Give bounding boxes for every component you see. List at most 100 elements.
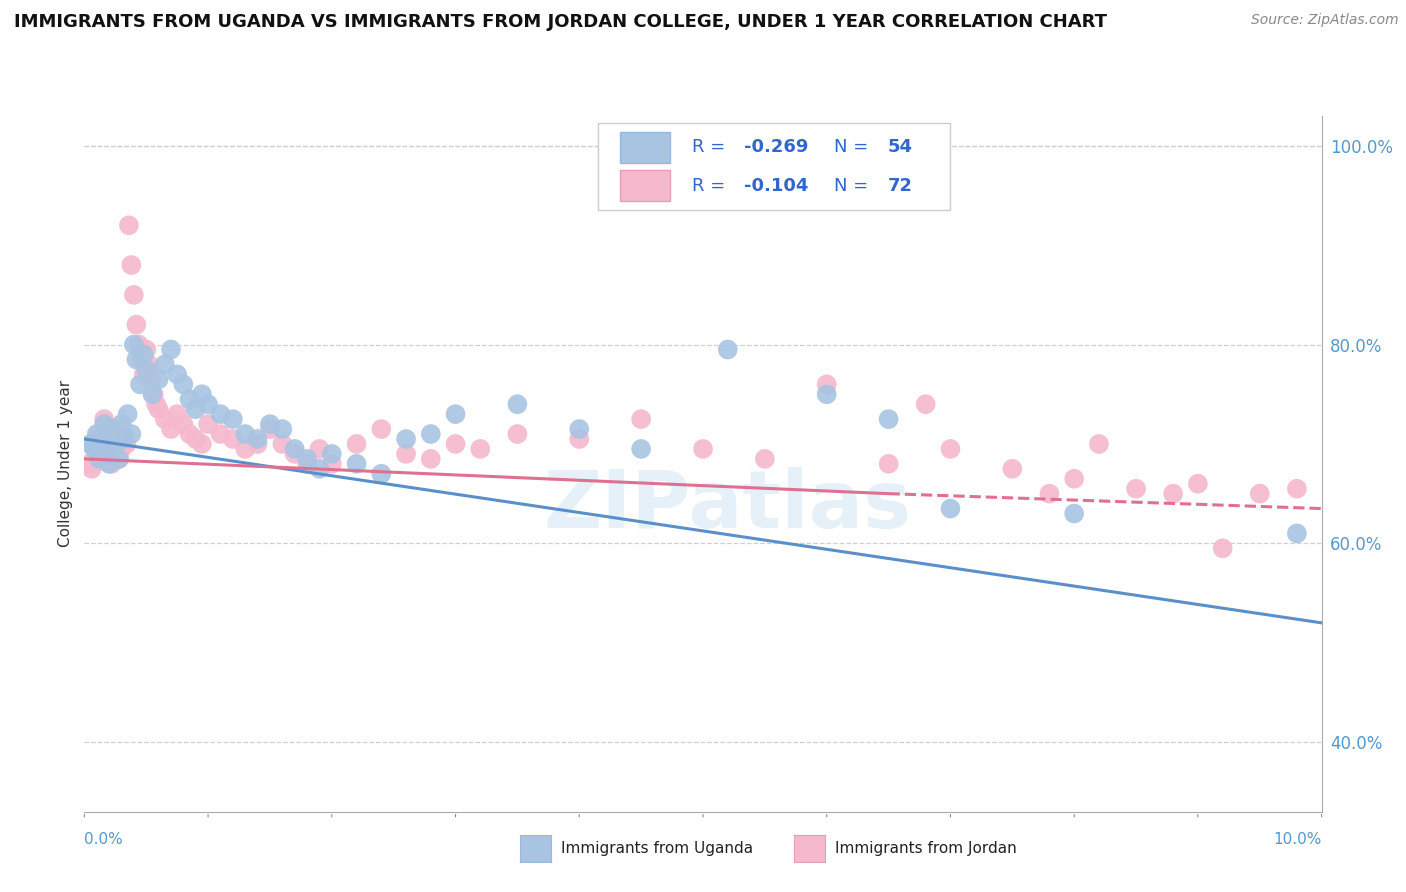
Point — [717, 343, 740, 357]
Point — [98, 442, 121, 456]
Point — [105, 437, 128, 451]
Point — [1161, 486, 1184, 500]
Point — [939, 501, 962, 516]
Point — [125, 318, 148, 332]
Point — [179, 427, 201, 442]
Point — [79, 437, 101, 451]
Point — [184, 432, 207, 446]
Point — [179, 392, 201, 407]
Point — [233, 427, 256, 442]
Point — [1125, 482, 1147, 496]
Point — [128, 337, 150, 351]
Point — [153, 358, 176, 372]
Point — [1038, 486, 1060, 500]
Text: Immigrants from Uganda: Immigrants from Uganda — [561, 841, 754, 855]
Point — [222, 412, 245, 426]
Point — [630, 412, 652, 426]
Point — [132, 347, 155, 361]
Point — [129, 377, 152, 392]
Point — [145, 397, 167, 411]
Point — [815, 377, 838, 392]
Point — [370, 422, 392, 436]
Point — [89, 451, 111, 466]
Point — [877, 412, 900, 426]
Y-axis label: College, Under 1 year: College, Under 1 year — [58, 380, 73, 548]
Point — [1088, 437, 1111, 451]
Point — [100, 422, 122, 436]
Point — [1285, 526, 1308, 541]
Point — [110, 442, 132, 456]
Text: 72: 72 — [887, 177, 912, 194]
Text: 10.0%: 10.0% — [1274, 831, 1322, 847]
Text: 54: 54 — [887, 138, 912, 156]
Point — [108, 451, 131, 466]
Text: N =: N = — [834, 138, 875, 156]
Point — [166, 368, 188, 382]
Point — [321, 457, 343, 471]
Point — [191, 387, 214, 401]
Point — [172, 377, 194, 392]
Point — [160, 422, 183, 436]
Text: R =: R = — [692, 138, 731, 156]
Point — [346, 437, 368, 451]
Point — [86, 427, 108, 442]
Point — [395, 432, 418, 446]
Point — [96, 447, 118, 461]
Point — [233, 442, 256, 456]
Point — [939, 442, 962, 456]
Point — [419, 427, 441, 442]
Point — [135, 343, 157, 357]
Point — [197, 417, 219, 431]
Point — [148, 372, 170, 386]
Point — [148, 402, 170, 417]
Point — [692, 442, 714, 456]
Point — [153, 412, 176, 426]
Point — [90, 432, 112, 446]
Point — [83, 442, 105, 456]
Point — [1285, 482, 1308, 496]
Point — [295, 451, 318, 466]
Text: -0.269: -0.269 — [744, 138, 808, 156]
Point — [259, 417, 281, 431]
Point — [89, 427, 111, 442]
Point — [79, 457, 101, 471]
Point — [142, 387, 165, 401]
Point — [141, 372, 163, 386]
Point — [444, 407, 467, 421]
Point — [166, 407, 188, 421]
Point — [135, 362, 157, 376]
FancyBboxPatch shape — [620, 169, 669, 202]
Text: Immigrants from Jordan: Immigrants from Jordan — [835, 841, 1017, 855]
Point — [444, 437, 467, 451]
Point — [506, 427, 529, 442]
Point — [284, 442, 307, 456]
Point — [117, 407, 139, 421]
Point — [120, 427, 142, 442]
Point — [271, 437, 294, 451]
Point — [754, 451, 776, 466]
Point — [568, 422, 591, 436]
Point — [419, 451, 441, 466]
Point — [132, 368, 155, 382]
Point — [112, 427, 135, 442]
Point — [100, 457, 122, 471]
Point — [346, 457, 368, 471]
FancyBboxPatch shape — [598, 123, 950, 210]
Point — [1187, 476, 1209, 491]
FancyBboxPatch shape — [620, 132, 669, 163]
Point — [120, 258, 142, 272]
Point — [506, 397, 529, 411]
Point — [125, 352, 148, 367]
Point — [191, 437, 214, 451]
Point — [395, 447, 418, 461]
Text: Source: ZipAtlas.com: Source: ZipAtlas.com — [1251, 13, 1399, 28]
Point — [160, 343, 183, 357]
Point — [96, 432, 118, 446]
Point — [90, 447, 112, 461]
Point — [115, 437, 138, 451]
Text: -0.104: -0.104 — [744, 177, 808, 194]
Text: 0.0%: 0.0% — [84, 831, 124, 847]
Point — [284, 447, 307, 461]
Point — [222, 432, 245, 446]
Point — [1249, 486, 1271, 500]
